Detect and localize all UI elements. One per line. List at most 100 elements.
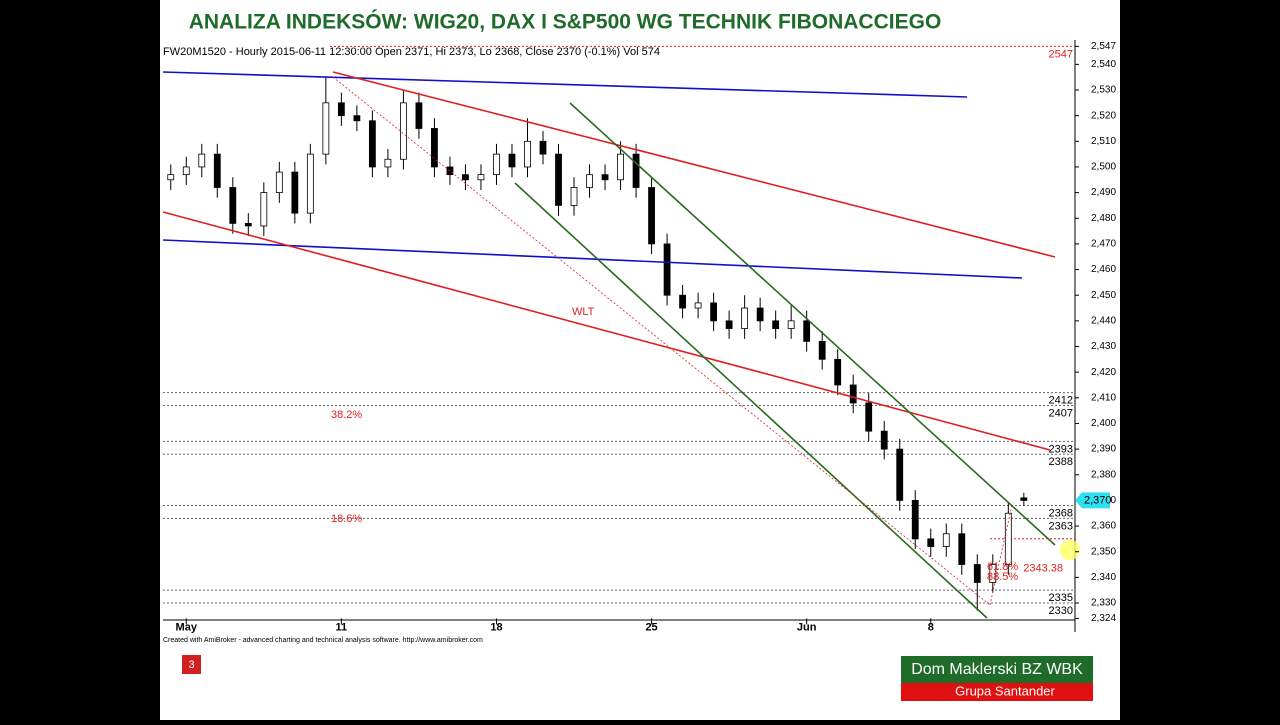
candle-body xyxy=(911,500,919,540)
y-tick-label: 2,340 xyxy=(1091,572,1116,583)
chart-header: FW20M1520 - Hourly 2015-06-11 12:30:00 O… xyxy=(163,46,660,58)
trendline xyxy=(514,182,988,619)
candle-body xyxy=(787,320,795,329)
candle-body xyxy=(772,320,780,329)
candle-body xyxy=(880,430,888,450)
candle-body xyxy=(803,320,811,342)
y-tick-label: 2,510 xyxy=(1091,136,1116,147)
target-label: 2343.38 xyxy=(1023,563,1063,575)
candle-body xyxy=(477,174,485,181)
level-label: 2388 xyxy=(1049,456,1073,468)
level-label: 2330 xyxy=(1049,605,1073,617)
candle-body xyxy=(493,153,500,176)
y-tick-label: 2,540 xyxy=(1091,59,1116,70)
candle-body xyxy=(260,192,268,227)
candle-body xyxy=(570,187,578,206)
level-label: 2363 xyxy=(1049,520,1073,532)
candle-body xyxy=(849,384,857,404)
slide-background xyxy=(160,0,1120,720)
candle-body xyxy=(989,564,997,583)
candle-body xyxy=(306,153,314,214)
trendline xyxy=(162,211,1051,451)
candle-body xyxy=(741,307,749,329)
slide-number: 3 xyxy=(188,659,194,671)
y-tick-label: 2,470 xyxy=(1091,239,1116,250)
trendline xyxy=(332,71,1056,258)
slide-number-box xyxy=(182,655,201,674)
y-tick-label: 2,530 xyxy=(1091,85,1116,96)
candle-body xyxy=(725,320,733,329)
candle-body xyxy=(337,102,345,117)
y-tick-label: 2,324 xyxy=(1091,613,1116,624)
candle-body xyxy=(353,115,361,122)
candle-body xyxy=(896,448,904,501)
fib-line xyxy=(332,76,991,606)
y-tick-label: 2,490 xyxy=(1091,187,1116,198)
trendlines xyxy=(162,71,1056,619)
candle-body xyxy=(865,402,873,432)
candle-body xyxy=(229,187,237,224)
candle-body xyxy=(431,128,438,168)
candle-body xyxy=(213,153,221,188)
candle-body xyxy=(555,153,562,206)
y-tick-label: 2,430 xyxy=(1091,341,1116,352)
y-tick-label: 2,480 xyxy=(1091,213,1116,224)
candle-body xyxy=(1004,512,1012,565)
x-tick-label: 25 xyxy=(645,621,657,633)
candles xyxy=(167,77,1028,611)
candle-body xyxy=(632,153,640,188)
x-tick-label: 18 xyxy=(490,621,502,633)
candle-body xyxy=(601,174,609,181)
y-tick-label: 2,330 xyxy=(1091,598,1116,609)
annotation: 88.5% xyxy=(987,571,1018,583)
trendline xyxy=(569,102,1056,546)
candle-body xyxy=(400,102,407,160)
x-tick-label: May xyxy=(176,621,198,633)
x-tick-label: 8 xyxy=(928,621,934,633)
candle-body xyxy=(648,187,655,245)
candle-body xyxy=(834,358,842,386)
level-label: 2335 xyxy=(1049,592,1073,604)
x-tick-label: Jun xyxy=(797,621,817,633)
logo-top xyxy=(901,656,1093,683)
logo-name: Dom Maklerski BZ WBK xyxy=(911,661,1083,678)
candle-body xyxy=(198,153,206,168)
logo-bottom xyxy=(901,683,1093,701)
candle-body xyxy=(322,102,330,155)
y-tick-label: 2,440 xyxy=(1091,315,1116,326)
y-tick-label: 2,450 xyxy=(1091,290,1116,301)
candle-body xyxy=(244,222,252,227)
candle-body xyxy=(182,166,190,176)
candle-body xyxy=(679,294,686,309)
y-tick-label: 2,420 xyxy=(1091,367,1116,378)
level-label: 2412 xyxy=(1049,395,1073,407)
credit: Created with AmiBroker - advanced charti… xyxy=(163,637,483,644)
candle-body xyxy=(415,102,423,129)
y-tick-label: 2,400 xyxy=(1091,418,1116,429)
annotation: 61.8% xyxy=(987,561,1018,573)
fib-line xyxy=(989,504,1013,606)
candle-body xyxy=(462,174,469,181)
slide-title: ANALIZA INDEKSÓW: WIG20, DAX I S&P500 WG… xyxy=(189,10,942,34)
annotation: WLT xyxy=(572,306,595,318)
trendline xyxy=(162,71,968,98)
y-tick-label: 2,500 xyxy=(1091,162,1116,173)
y-tick-label: 2,547 xyxy=(1091,41,1116,52)
level-label: 2393 xyxy=(1049,443,1073,455)
candle-body xyxy=(958,533,966,565)
candle-body xyxy=(275,171,283,194)
candle-body xyxy=(524,140,531,168)
candle-body xyxy=(1020,497,1028,501)
candle-body xyxy=(663,243,671,296)
logo-group: Grupa Santander xyxy=(955,683,1055,698)
level-label: 2368 xyxy=(1049,507,1073,519)
annotation: 38.2% xyxy=(331,409,362,421)
candle-body xyxy=(973,564,981,583)
last-price-label: 2,370 xyxy=(1084,494,1112,506)
candle-body xyxy=(756,307,764,322)
candle-body xyxy=(818,340,826,360)
candle-body xyxy=(694,302,702,309)
y-tick-label: 2,360 xyxy=(1091,521,1116,532)
